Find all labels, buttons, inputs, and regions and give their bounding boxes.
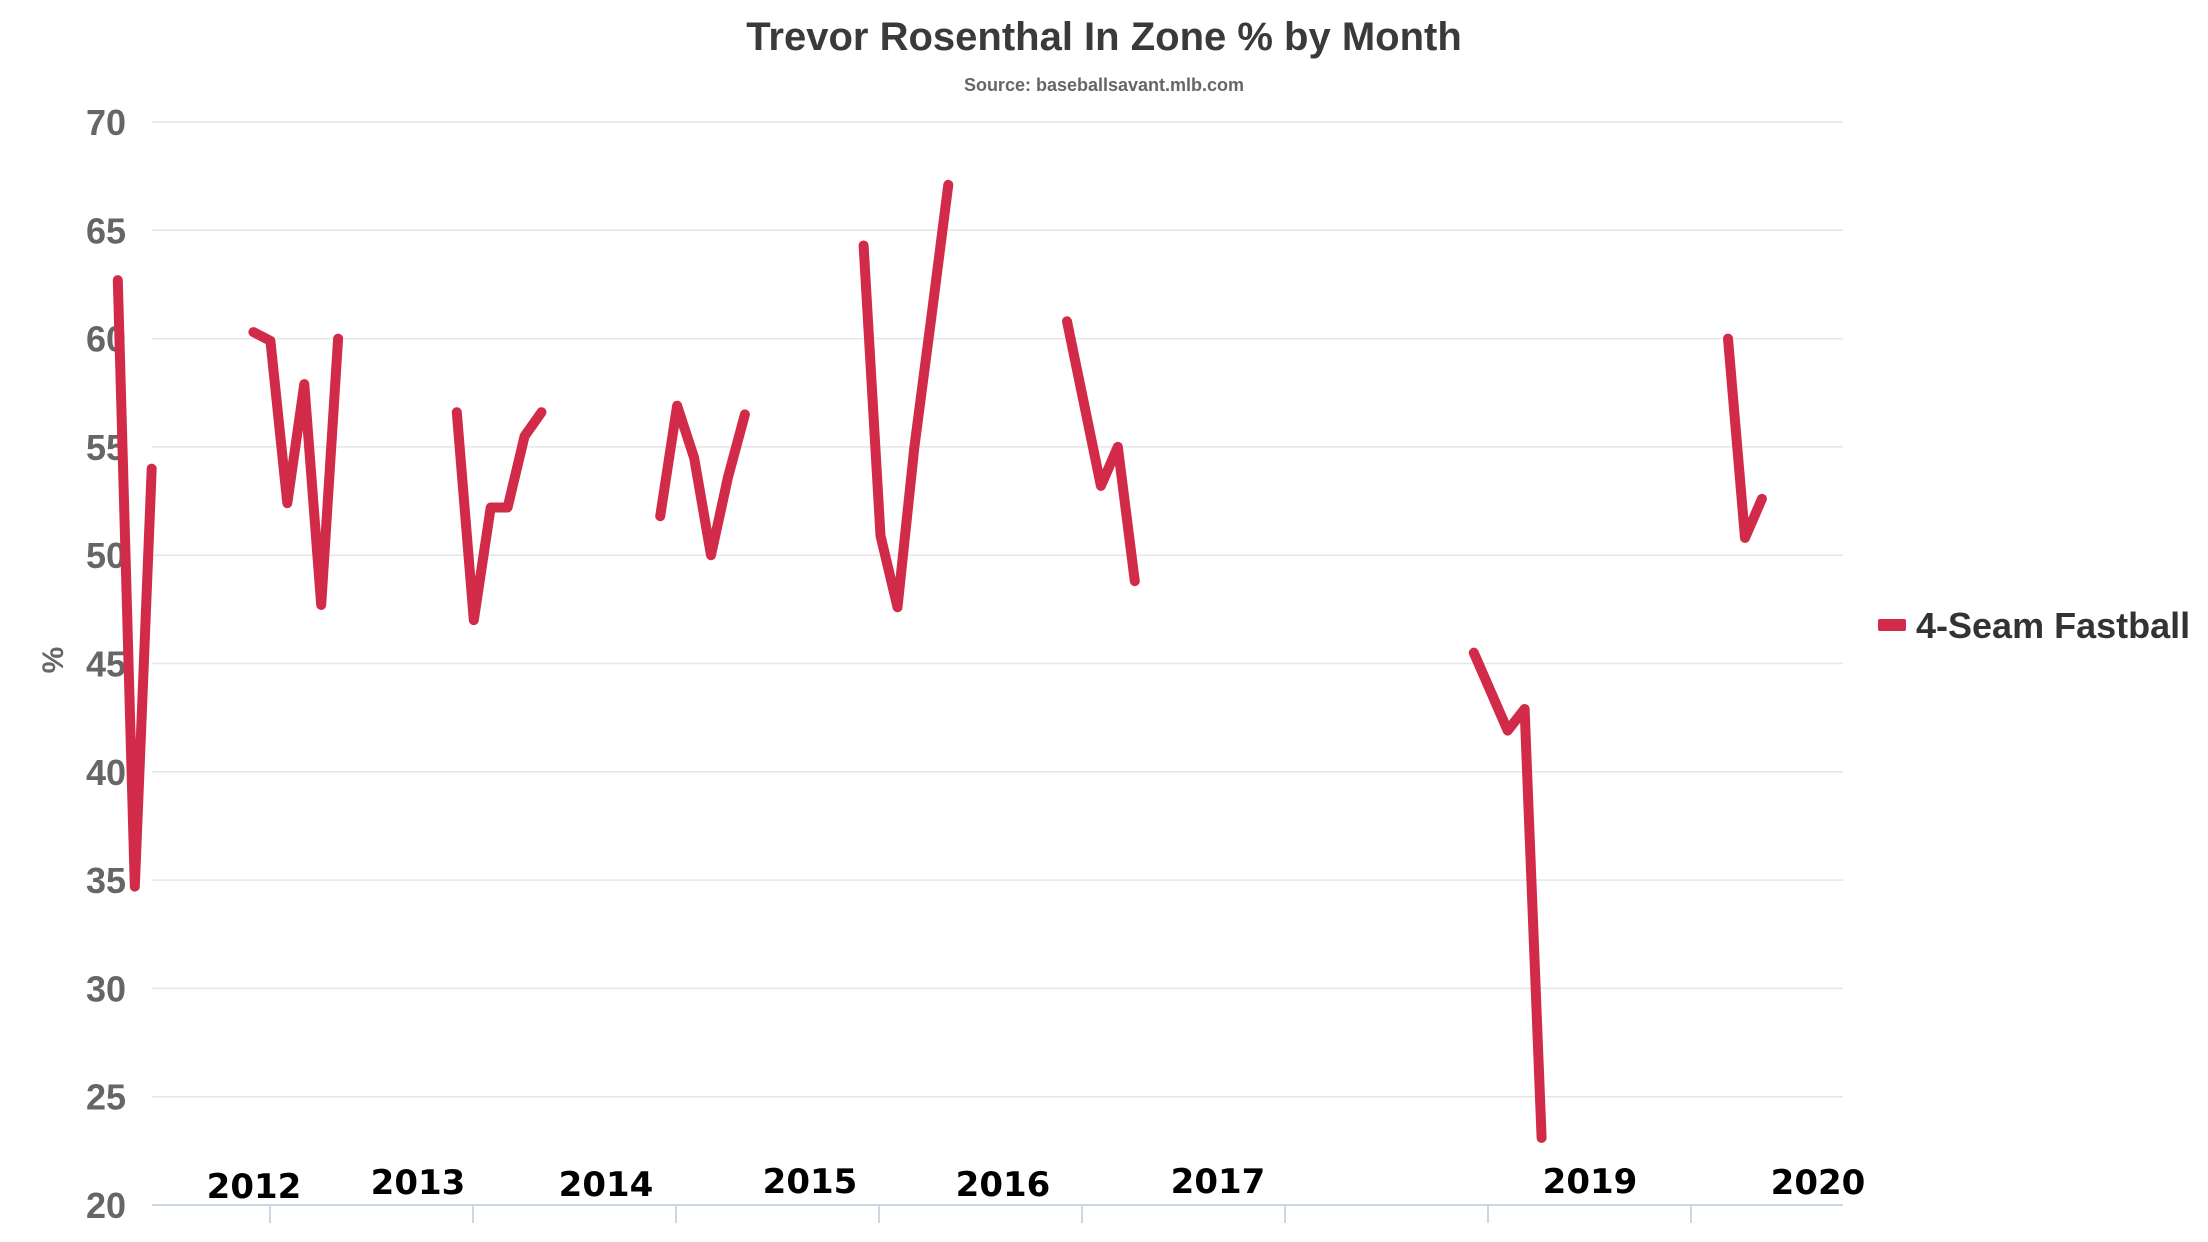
x-tick-label: 2015 [763,1162,858,1202]
legend-swatch[interactable] [1878,619,1906,631]
x-tick-label: 2013 [371,1163,466,1203]
x-tick-label: 2016 [956,1165,1051,1205]
gridlines [152,121,1843,1098]
x-tick-label: 2020 [1771,1163,1866,1203]
legend[interactable]: 4-Seam Fastball [1878,605,2190,646]
y-tick-label: 50 [86,535,126,576]
series-line-segment[interactable] [655,400,750,561]
series-line-segment[interactable] [112,275,157,892]
y-tick-label: 30 [86,968,126,1009]
series-line-segment[interactable] [1723,333,1767,543]
y-tick-label: 35 [86,860,126,901]
series-line-segment[interactable] [1468,647,1547,1143]
series-line-segment[interactable] [1062,316,1140,587]
legend-label[interactable]: 4-Seam Fastball [1916,605,2190,646]
y-tick-label: 40 [86,752,126,793]
x-tick-label: 2019 [1543,1162,1638,1202]
x-tick-label: 2017 [1171,1162,1266,1202]
x-tick-label: 2014 [559,1165,654,1205]
y-axis-label: % [37,647,70,674]
series-4-seam-fastball [112,179,1767,1143]
x-axis: 2012 2013 2014 2015 2016 2017 2019 2020 [152,1162,1865,1223]
chart-subtitle: Source: baseballsavant.mlb.com [964,75,1244,95]
chart-title: Trevor Rosenthal In Zone % by Month [746,15,1462,59]
series-line-segment[interactable] [248,327,344,610]
series-line-segment[interactable] [451,407,547,626]
y-tick-label: 65 [86,210,126,251]
x-tick-label: 2012 [207,1167,302,1207]
y-tick-label: 20 [86,1185,126,1226]
y-tick-label: 70 [86,102,126,143]
y-tick-label: 45 [86,644,126,685]
y-tick-label: 25 [86,1077,126,1118]
series-line-segment[interactable] [858,179,954,613]
